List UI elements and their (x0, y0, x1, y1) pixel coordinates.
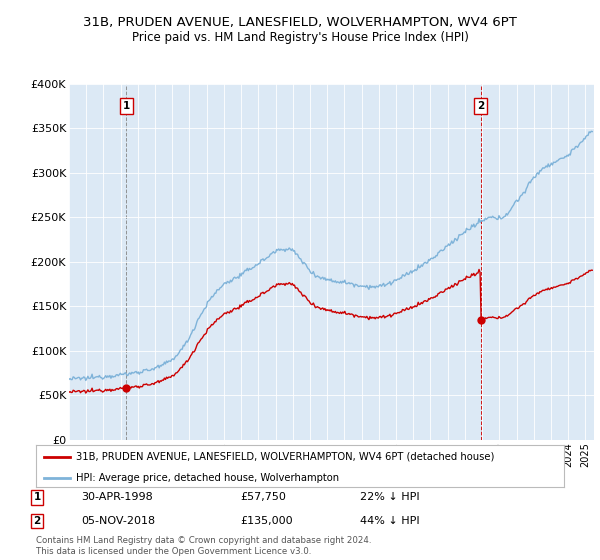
Text: 2: 2 (477, 101, 484, 111)
Text: 44% ↓ HPI: 44% ↓ HPI (360, 516, 419, 526)
Text: 1: 1 (122, 101, 130, 111)
Text: Price paid vs. HM Land Registry's House Price Index (HPI): Price paid vs. HM Land Registry's House … (131, 31, 469, 44)
Text: £57,750: £57,750 (240, 492, 286, 502)
Text: 22% ↓ HPI: 22% ↓ HPI (360, 492, 419, 502)
Text: 2: 2 (34, 516, 41, 526)
Text: £135,000: £135,000 (240, 516, 293, 526)
Text: 30-APR-1998: 30-APR-1998 (81, 492, 153, 502)
Text: 31B, PRUDEN AVENUE, LANESFIELD, WOLVERHAMPTON, WV4 6PT: 31B, PRUDEN AVENUE, LANESFIELD, WOLVERHA… (83, 16, 517, 29)
Text: 31B, PRUDEN AVENUE, LANESFIELD, WOLVERHAMPTON, WV4 6PT (detached house): 31B, PRUDEN AVENUE, LANESFIELD, WOLVERHA… (76, 451, 494, 461)
Text: HPI: Average price, detached house, Wolverhampton: HPI: Average price, detached house, Wolv… (76, 473, 339, 483)
Text: Contains HM Land Registry data © Crown copyright and database right 2024.
This d: Contains HM Land Registry data © Crown c… (36, 536, 371, 556)
Text: 05-NOV-2018: 05-NOV-2018 (81, 516, 155, 526)
Text: 1: 1 (34, 492, 41, 502)
